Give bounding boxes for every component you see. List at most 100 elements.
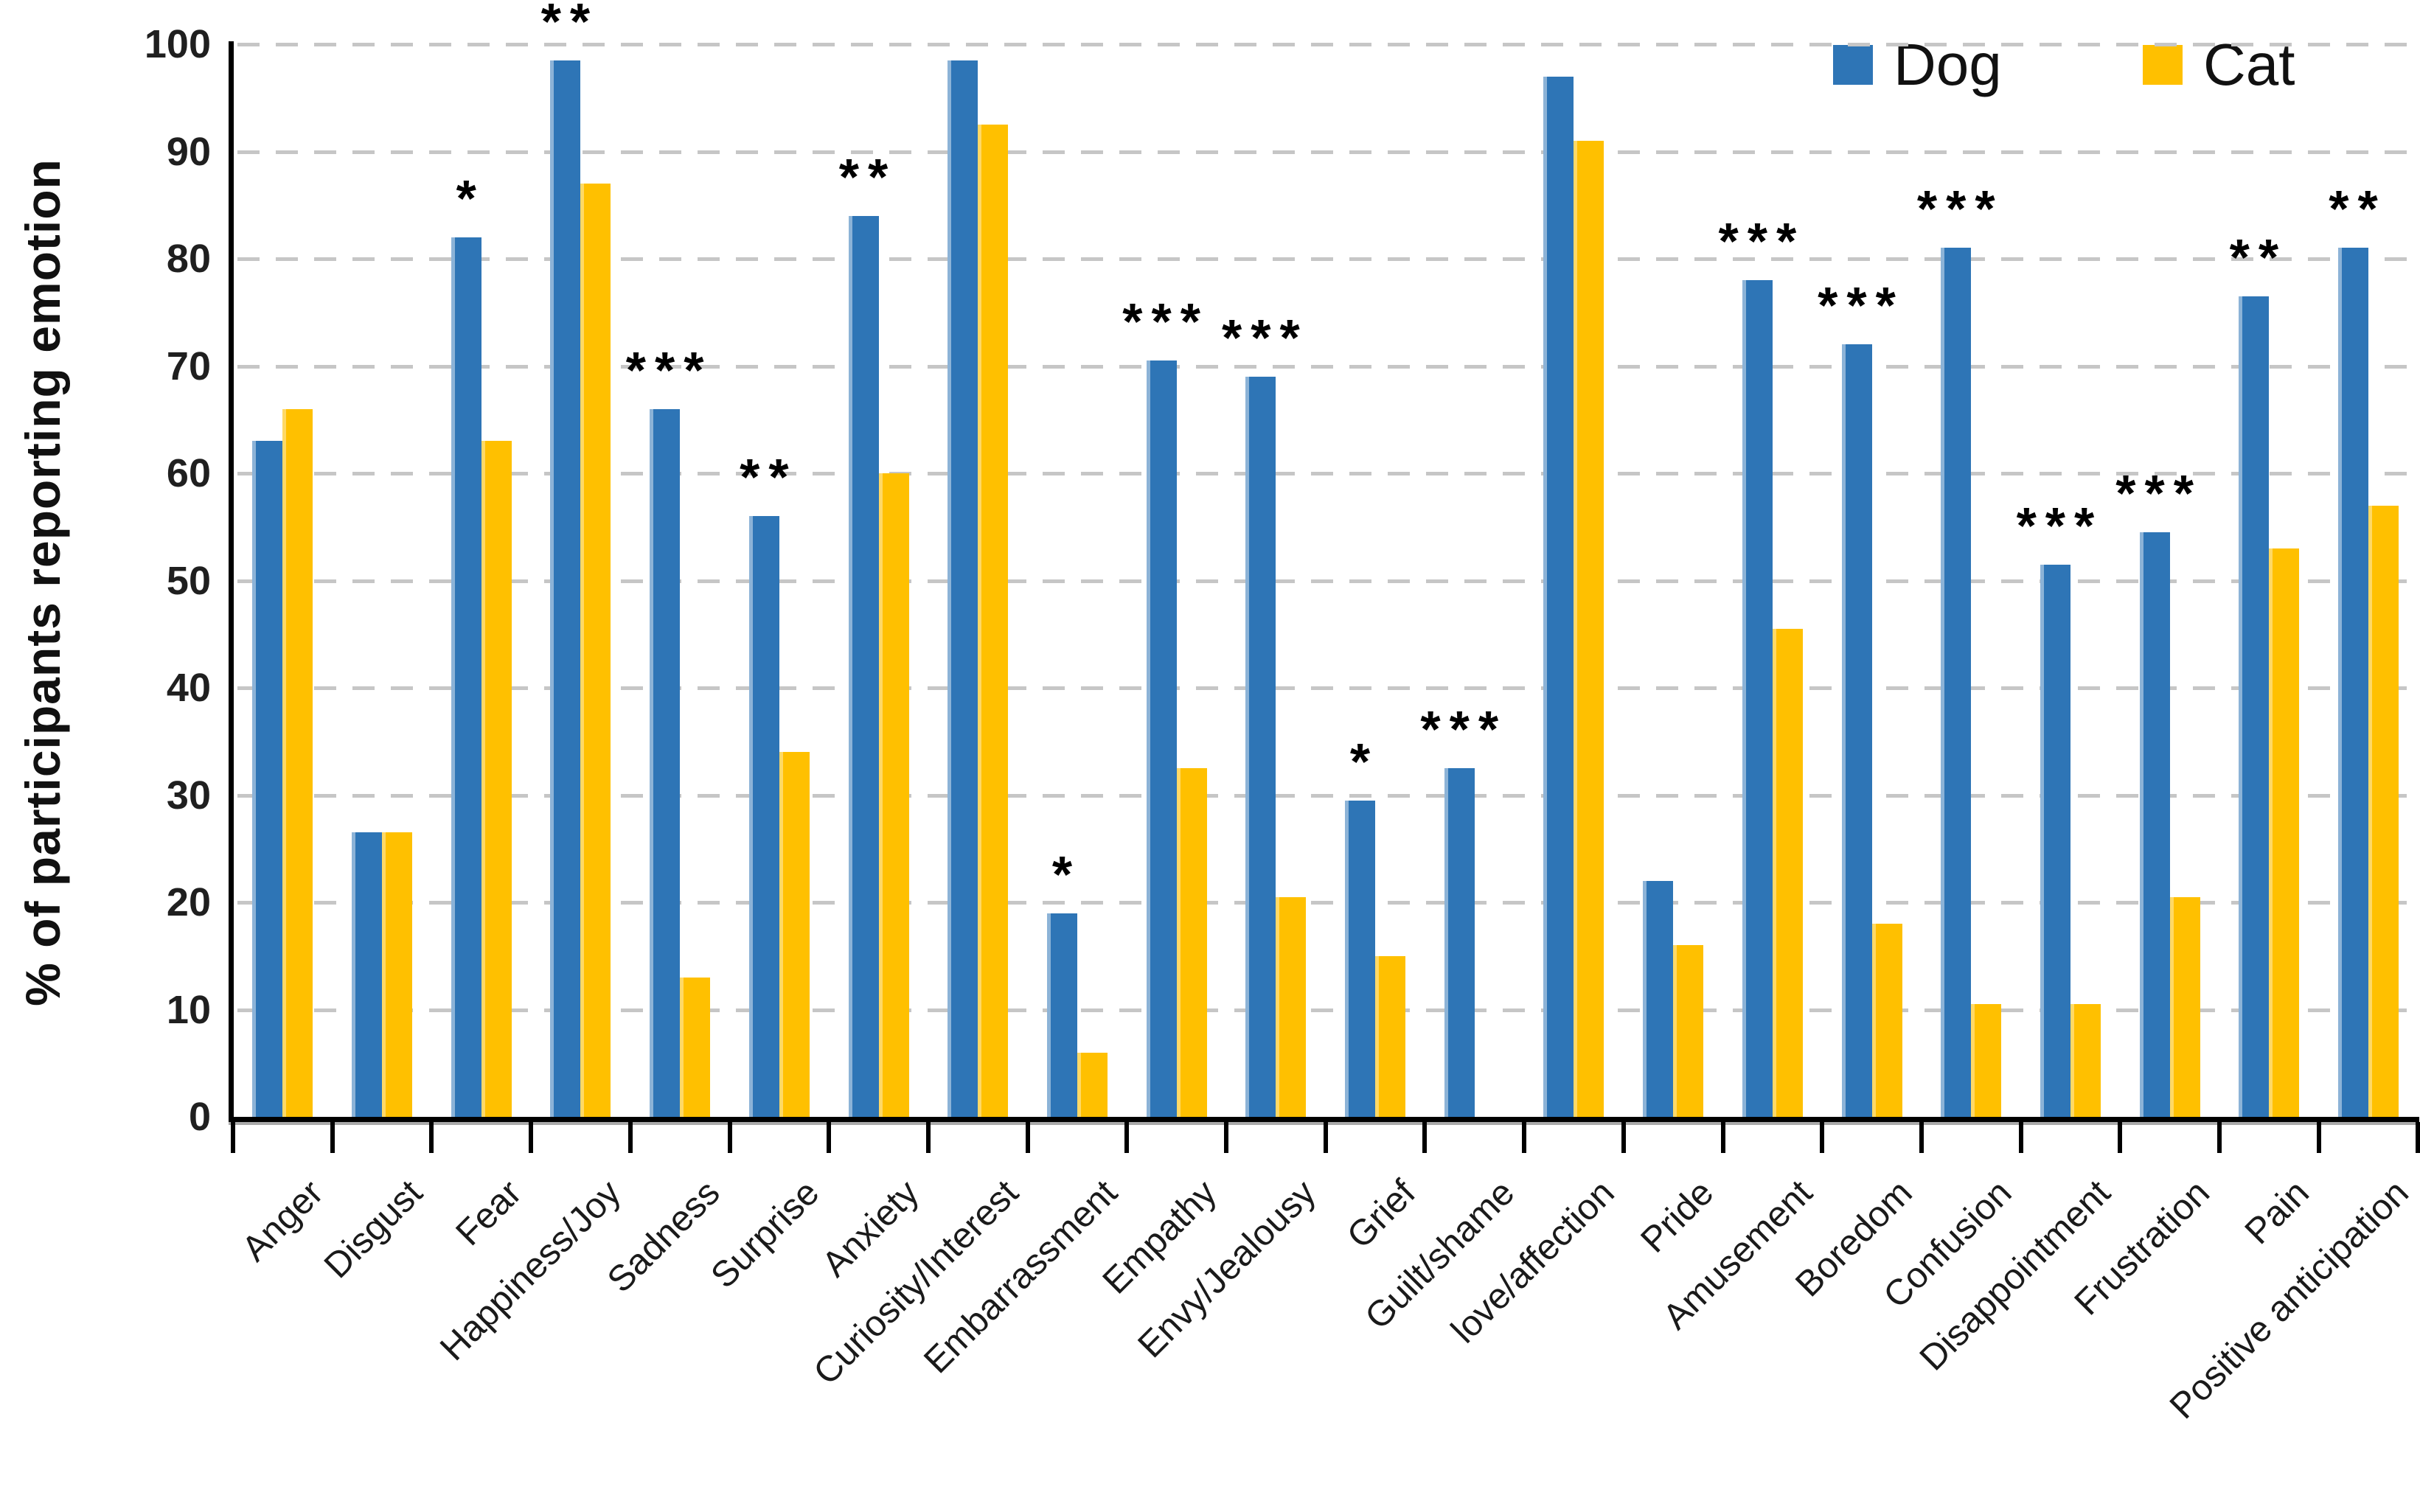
x-axis-tick-17 <box>1919 1122 1924 1153</box>
x-axis-tick-0 <box>231 1122 235 1153</box>
gridline-90 <box>237 150 2419 154</box>
bar-dog-pride <box>1643 880 1674 1117</box>
x-axis-tick-2 <box>429 1122 434 1153</box>
significance-marker-confusion: *** <box>1916 180 2004 238</box>
bar-dog-frustration <box>2139 532 2170 1117</box>
significance-marker-grief: * <box>1349 732 1380 790</box>
bar-cat-pain <box>2269 548 2300 1117</box>
x-label-pride: Pride <box>1633 1172 1722 1261</box>
bar-cat-boredom <box>1871 924 1902 1117</box>
gridline-50 <box>237 579 2419 583</box>
significance-marker-fear: * <box>456 169 485 227</box>
bar-cat-fear <box>481 441 512 1117</box>
x-axis-tick-6 <box>827 1122 832 1153</box>
bar-cat-envy-jealousy <box>1276 896 1307 1117</box>
significance-marker-envy-jealousy: *** <box>1221 309 1309 367</box>
significance-marker-anxiety: ** <box>838 147 897 206</box>
y-tick-label-20: 20 <box>166 880 211 924</box>
bar-cat-surprise <box>779 752 810 1117</box>
gridline-10 <box>237 1008 2419 1012</box>
x-axis-tick-21 <box>2316 1122 2321 1153</box>
gridline-20 <box>237 901 2419 905</box>
x-axis-tick-13 <box>1522 1122 1527 1153</box>
bar-dog-fear <box>451 237 481 1117</box>
x-axis-tick-11 <box>1323 1122 1328 1153</box>
y-tick-label-30: 30 <box>166 773 211 818</box>
x-axis-tick-12 <box>1422 1122 1428 1153</box>
gridline-70 <box>237 364 2419 369</box>
significance-marker-empathy: *** <box>1122 293 1210 351</box>
x-axis-tick-4 <box>627 1122 633 1153</box>
gridline-100 <box>237 43 2419 46</box>
bar-dog-happiness-joy <box>550 60 581 1117</box>
bar-dog-boredom <box>1841 344 1872 1117</box>
x-axis-tick-5 <box>727 1122 732 1153</box>
x-label-anger: Anger <box>234 1172 331 1269</box>
x-axis-tick-20 <box>2217 1122 2222 1153</box>
bar-cat-confusion <box>1971 1004 2002 1117</box>
bar-cat-love-affection <box>1574 140 1604 1117</box>
x-label-fear: Fear <box>448 1172 529 1254</box>
bar-cat-anxiety <box>878 473 909 1117</box>
y-tick-label-10: 10 <box>166 987 211 1032</box>
bar-dog-grief <box>1345 800 1376 1117</box>
gridline-30 <box>237 793 2419 798</box>
bar-cat-disgust <box>382 832 413 1117</box>
bar-dog-disappointment <box>2040 564 2070 1117</box>
legend-swatch-dog <box>1833 45 1873 85</box>
bar-cat-frustration <box>2169 896 2200 1117</box>
x-axis-line <box>229 1117 2420 1122</box>
x-axis-tick-3 <box>529 1122 534 1153</box>
x-label-grief: Grief <box>1339 1172 1423 1256</box>
significance-marker-amusement: *** <box>1718 212 1806 271</box>
bar-cat-grief <box>1375 955 1406 1117</box>
bar-cat-positive-anticipation <box>2368 505 2399 1117</box>
legend-swatch-cat <box>2143 45 2183 85</box>
significance-marker-surprise: ** <box>740 448 798 506</box>
bar-cat-happiness-joy <box>580 184 611 1117</box>
x-label-envy-jealousy: Envy/Jealousy <box>1130 1172 1324 1366</box>
bar-cat-empathy <box>1176 768 1207 1117</box>
bar-dog-empathy <box>1146 360 1177 1117</box>
bar-cat-sadness <box>680 977 711 1117</box>
bar-dog-curiosity-interest <box>948 60 978 1117</box>
significance-marker-embarrassment: * <box>1051 845 1082 903</box>
x-axis-tick-16 <box>1820 1122 1825 1153</box>
y-tick-label-50: 50 <box>166 558 211 603</box>
x-label-surprise: Surprise <box>703 1172 827 1296</box>
x-label-pain: Pain <box>2237 1172 2318 1253</box>
y-tick-label-40: 40 <box>166 666 211 710</box>
y-tick-label-60: 60 <box>166 451 211 495</box>
x-axis-tick-1 <box>330 1122 335 1153</box>
bar-dog-guilt-shame <box>1444 768 1475 1117</box>
bar-dog-anxiety <box>848 215 879 1117</box>
gridline-40 <box>237 686 2419 690</box>
x-axis-tick-15 <box>1720 1122 1725 1153</box>
y-axis-line <box>229 41 234 1123</box>
bar-cat-disappointment <box>2070 1004 2101 1117</box>
x-label-disgust: Disgust <box>316 1172 430 1286</box>
y-tick-label-90: 90 <box>166 129 211 174</box>
bar-cat-anger <box>282 408 313 1117</box>
x-axis-tick-9 <box>1124 1122 1130 1153</box>
x-axis-tick-19 <box>2118 1122 2123 1153</box>
bar-dog-disgust <box>352 832 383 1117</box>
x-axis-tick-10 <box>1224 1122 1228 1153</box>
y-axis-title: % of participants reporting emotion <box>15 158 70 1006</box>
bar-dog-envy-jealousy <box>1245 377 1276 1117</box>
bar-dog-love-affection <box>1543 76 1574 1117</box>
bar-cat-pride <box>1673 945 1704 1117</box>
bar-dog-positive-anticipation <box>2338 248 2369 1117</box>
x-axis-tick-8 <box>1025 1122 1030 1153</box>
bar-dog-pain <box>2239 296 2270 1117</box>
y-tick-label-70: 70 <box>166 344 211 389</box>
significance-marker-boredom: *** <box>1818 276 1905 335</box>
bar-dog-embarrassment <box>1046 913 1077 1117</box>
x-axis-tick-22 <box>2416 1122 2420 1153</box>
bar-cat-curiosity-interest <box>978 125 1009 1117</box>
bar-dog-confusion <box>1941 248 1972 1117</box>
x-axis-tick-18 <box>2018 1122 2023 1153</box>
significance-marker-sadness: *** <box>625 341 713 399</box>
gridline-80 <box>237 257 2419 261</box>
